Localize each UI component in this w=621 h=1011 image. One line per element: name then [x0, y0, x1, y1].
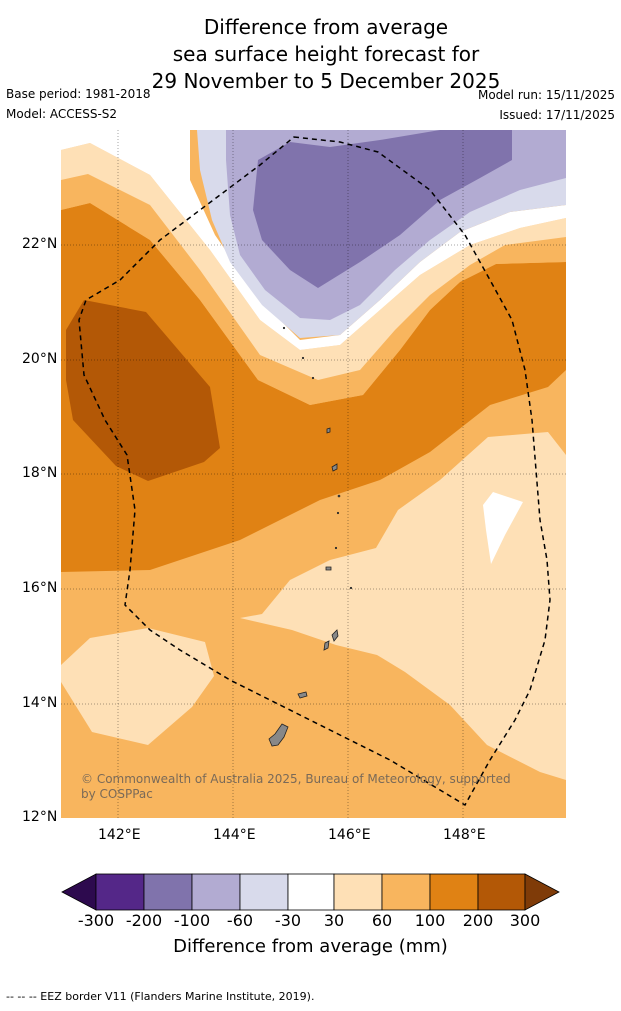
- lon-label-142: 142°E: [98, 827, 141, 843]
- colorbar-bin-neg30-30: [287, 873, 335, 911]
- colorbar: [61, 873, 560, 911]
- lat-label-16: 16°N: [22, 580, 58, 596]
- eez-border: [78, 136, 551, 807]
- colorbar-tick-300: 300: [509, 911, 541, 930]
- island-agrihan: [326, 427, 331, 434]
- contour-neg100-60: [253, 130, 512, 288]
- lat-label-14: 14°N: [22, 695, 58, 711]
- island-tinian: [323, 640, 330, 651]
- colorbar-tick-neg300: -300: [77, 911, 115, 930]
- island-saipan: [331, 629, 339, 642]
- chart-title: Difference from average sea surface heig…: [0, 14, 621, 95]
- model-run: Model run: 15/11/2025: [477, 88, 615, 102]
- title-line-3: 29 November to 5 December 2025: [151, 69, 501, 93]
- colorbar-bin-60-100: [381, 873, 431, 911]
- island-anatahan: [325, 566, 332, 571]
- colorbar-bin-200-300: [477, 873, 526, 911]
- island-dot-7: [311, 376, 315, 380]
- colorbar-tick-30: 30: [323, 911, 345, 930]
- eez-legend-footer: -- -- -- EEZ border V11 (Flanders Marine…: [6, 990, 315, 1003]
- gridlines: [61, 130, 566, 818]
- model-name: Model: ACCESS-S2: [6, 107, 118, 121]
- colorbar-tick-200: 200: [462, 911, 494, 930]
- island-dot-2: [336, 511, 340, 515]
- island-dot-4: [349, 586, 353, 590]
- island-dot-6: [301, 356, 305, 360]
- contour-200-300: [66, 300, 220, 481]
- island-guam: [268, 723, 289, 747]
- colorbar-bin-neg200-100: [143, 873, 193, 911]
- lat-label-18: 18°N: [22, 465, 58, 481]
- colorbar-extend-high: [524, 873, 560, 911]
- contour-100-200: [61, 203, 566, 572]
- contour-0: [61, 130, 566, 350]
- colorbar-extend-low: [61, 873, 97, 911]
- contour-30-60-east: [240, 432, 566, 780]
- colorbar-title: Difference from average (mm): [173, 936, 448, 957]
- colorbar-bin-30-60: [333, 873, 383, 911]
- copyright-notice: © Commonwealth of Australia 2025, Bureau…: [81, 772, 511, 801]
- colorbar-tick-60: 60: [371, 911, 393, 930]
- lon-label-146: 146°E: [328, 827, 371, 843]
- island-dot-1: [337, 494, 341, 498]
- lon-label-144: 144°E: [213, 827, 256, 843]
- colorbar-tick-neg200: -200: [125, 911, 163, 930]
- lat-label-22: 22°N: [22, 236, 58, 252]
- island-dot-5: [282, 326, 286, 330]
- contour-0-east: [483, 492, 523, 564]
- island-pagan: [331, 463, 338, 472]
- contour-60-100-north: [61, 174, 566, 405]
- islands: [268, 326, 353, 747]
- colorbar-bin-neg60-30: [239, 873, 289, 911]
- base-period: Base period: 1981-2018: [6, 87, 151, 101]
- title-line-1: Difference from average: [203, 15, 449, 39]
- title-line-2: sea surface height forecast for: [172, 42, 480, 66]
- island-dot-3: [334, 546, 338, 550]
- colorbar-bin-100-200: [429, 873, 479, 911]
- colorbar-tick-neg60: -60: [226, 911, 254, 930]
- colorbar-tick-neg30: -30: [274, 911, 302, 930]
- lon-label-148: 148°E: [443, 827, 486, 843]
- colorbar-bin-neg100-60: [191, 873, 241, 911]
- island-rota: [297, 691, 308, 699]
- contour-30-60-west: [61, 628, 214, 745]
- colorbar-tick-100: 100: [414, 911, 446, 930]
- map-area: [61, 130, 566, 818]
- colorbar-tick-neg100: -100: [173, 911, 211, 930]
- issued-date: Issued: 17/11/2025: [499, 108, 615, 122]
- lat-label-20: 20°N: [22, 351, 58, 367]
- contour-30-60-north: [61, 143, 566, 380]
- colorbar-bin-neg300-200: [95, 873, 145, 911]
- lat-label-12: 12°N: [22, 809, 58, 825]
